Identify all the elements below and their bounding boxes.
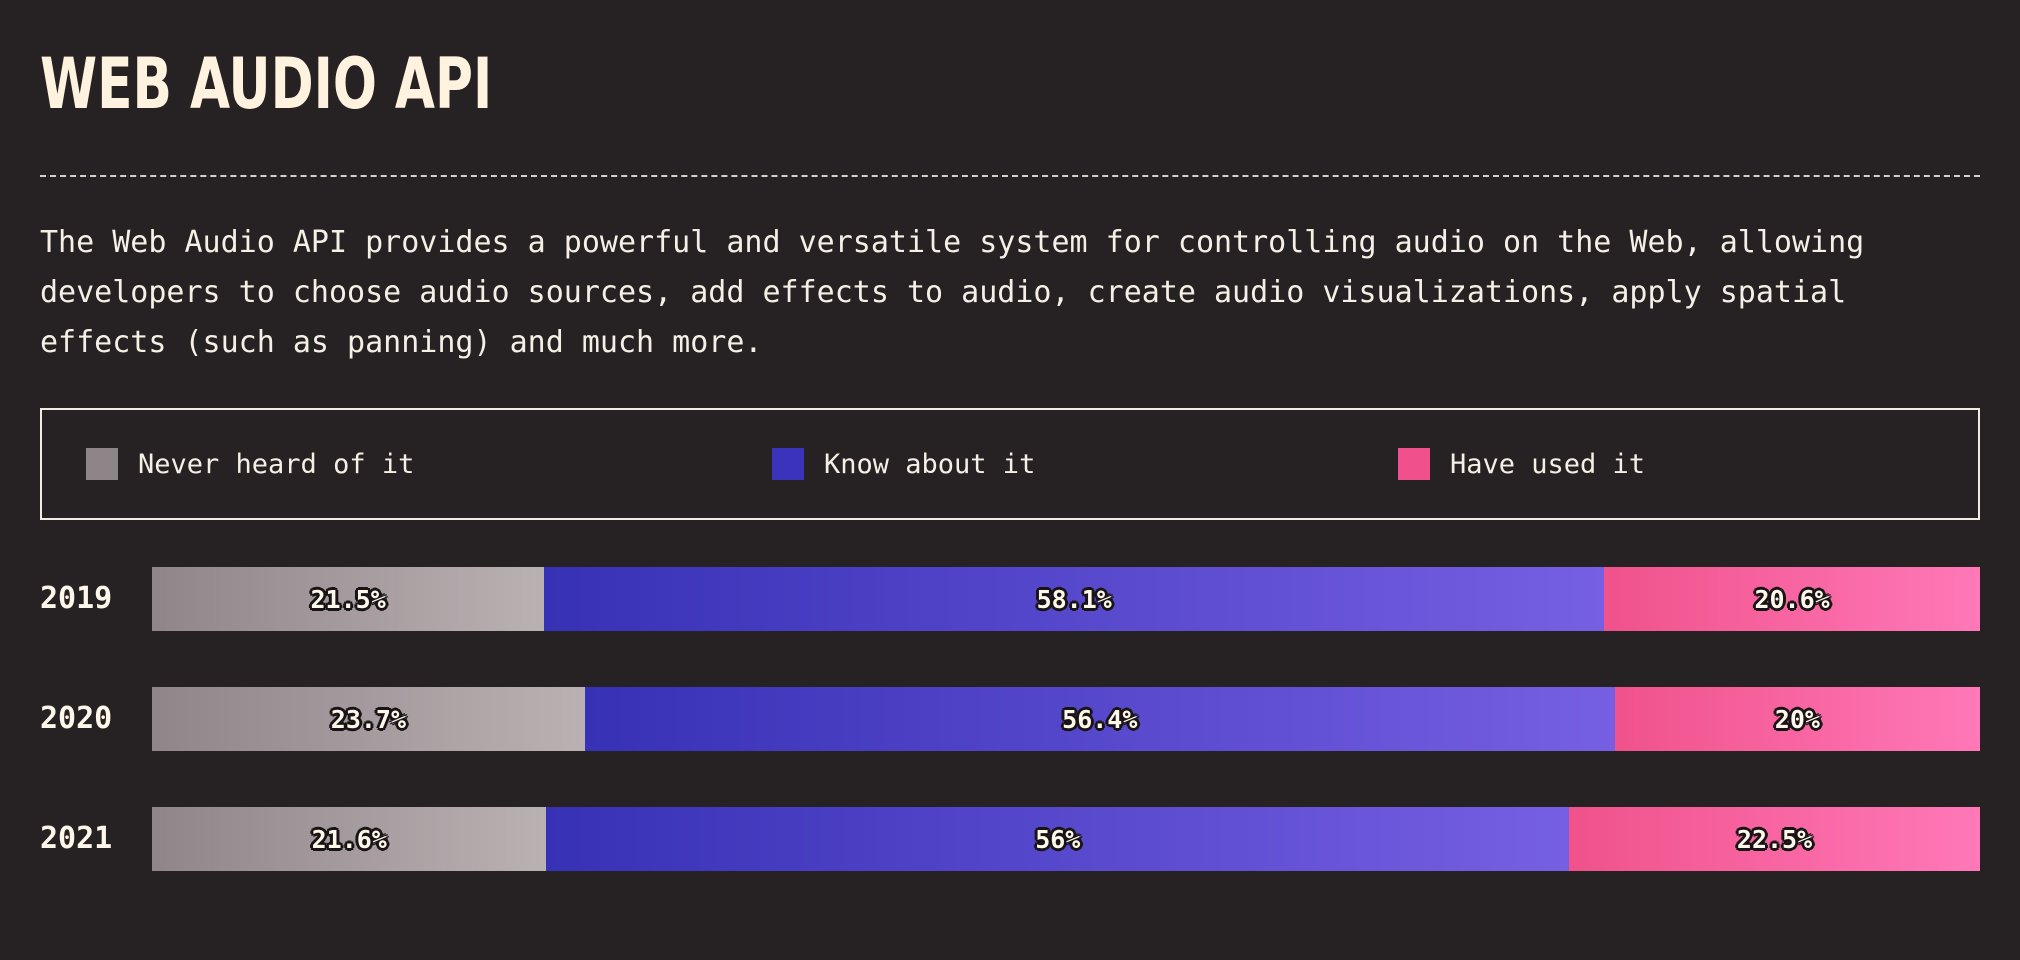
data-label-never-heard-2019: 21.5% bbox=[310, 584, 386, 614]
bar-segment-never-heard-2020[interactable]: 23.7% bbox=[152, 687, 585, 751]
bar-segment-have-used-2020[interactable]: 20% bbox=[1614, 687, 1980, 751]
legend-swatch-know-about bbox=[772, 448, 804, 480]
legend-item-have-used[interactable]: Have used it bbox=[1398, 448, 1645, 480]
feature-description: The Web Audio API provides a powerful an… bbox=[40, 225, 1865, 360]
data-label-have-used-2020: 20% bbox=[1774, 704, 1820, 734]
data-label-never-heard-2020: 23.7% bbox=[330, 704, 407, 734]
bar-segment-know-about-2021[interactable]: 56% bbox=[546, 807, 1570, 871]
legend-label-never-heard: Never heard of it bbox=[138, 448, 415, 480]
data-label-never-heard-2021: 21.6% bbox=[311, 824, 387, 854]
stacked-bar-chart: 2019 21.5% 58.1% 20.6% 2020 23.7% 56.4% 20% 2021… bbox=[40, 567, 1980, 871]
bar-row-2019: 21.5% 58.1% 20.6% bbox=[152, 567, 1980, 631]
bar-segment-never-heard-2019[interactable]: 21.5% bbox=[152, 567, 545, 631]
bar-row-2020: 23.7% 56.4% 20% bbox=[152, 687, 1980, 751]
chart-legend: Never heard of it Know about it Have use… bbox=[40, 408, 1980, 520]
data-label-know-about-2021: 56% bbox=[1035, 824, 1081, 854]
bar-row-2021: 21.6% 56% 22.5% bbox=[152, 807, 1980, 871]
data-label-know-about-2019: 58.1% bbox=[1036, 584, 1112, 614]
legend-item-know-about[interactable]: Know about it bbox=[772, 448, 1035, 480]
legend-label-know-about: Know about it bbox=[824, 448, 1036, 480]
legend-label-have-used: Have used it bbox=[1450, 448, 1646, 480]
legend-item-never-heard[interactable]: Never heard of it bbox=[86, 448, 414, 480]
data-label-know-about-2020: 56.4% bbox=[1062, 704, 1138, 734]
dashed-divider bbox=[40, 175, 1980, 177]
data-label-have-used-2021: 22.5% bbox=[1736, 824, 1813, 854]
bar-segment-know-about-2019[interactable]: 58.1% bbox=[544, 567, 1605, 631]
bar-segment-have-used-2019[interactable]: 20.6% bbox=[1604, 567, 1980, 631]
legend-swatch-never-heard bbox=[86, 448, 118, 480]
year-label-2019: 2019 bbox=[40, 581, 113, 616]
year-label-2021: 2021 bbox=[40, 821, 113, 856]
data-label-have-used-2019: 20.6% bbox=[1754, 584, 1830, 614]
bar-segment-have-used-2021[interactable]: 22.5% bbox=[1569, 807, 1980, 871]
bar-segment-know-about-2020[interactable]: 56.4% bbox=[584, 687, 1615, 751]
year-label-2020: 2020 bbox=[40, 701, 113, 736]
bar-segment-never-heard-2021[interactable]: 21.6% bbox=[152, 807, 547, 871]
legend-swatch-have-used bbox=[1398, 448, 1430, 480]
page-title: WEB AUDIO API bbox=[40, 43, 493, 125]
